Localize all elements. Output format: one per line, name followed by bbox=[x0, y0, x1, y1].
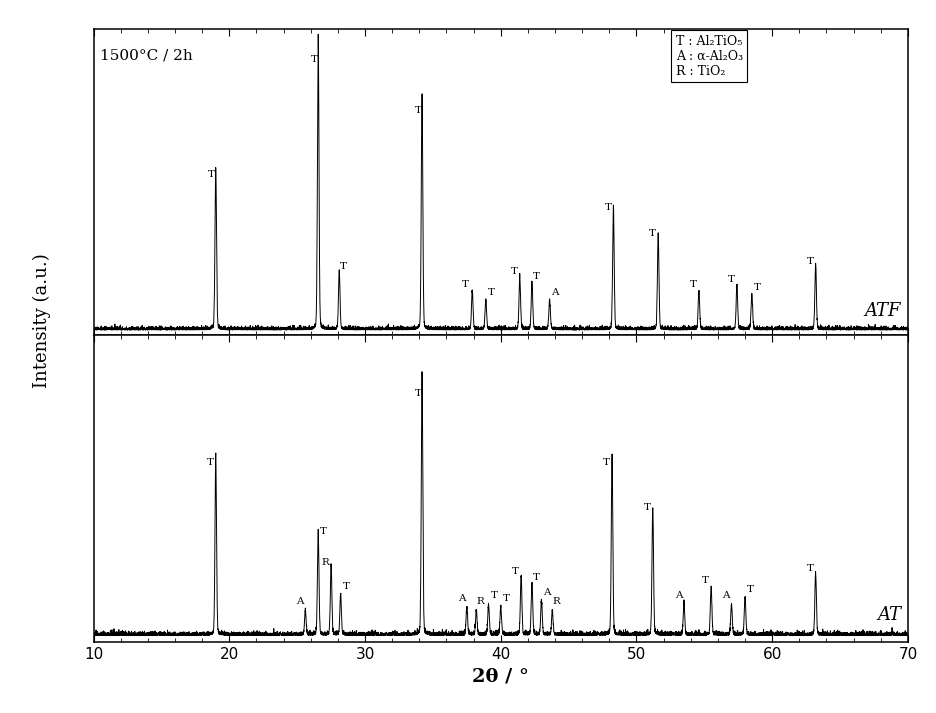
Text: A: A bbox=[543, 588, 550, 597]
Text: T : Al₂TiO₅
A : α-Al₂O₃
R : TiO₂: T : Al₂TiO₅ A : α-Al₂O₃ R : TiO₂ bbox=[676, 35, 743, 78]
Text: T: T bbox=[340, 262, 347, 271]
Text: T: T bbox=[533, 573, 539, 582]
Text: 1500°C / 2h: 1500°C / 2h bbox=[100, 49, 193, 63]
Text: T: T bbox=[462, 280, 469, 289]
Text: A: A bbox=[551, 288, 559, 297]
Text: A: A bbox=[723, 590, 730, 600]
Text: T: T bbox=[702, 575, 709, 585]
Text: T: T bbox=[533, 272, 539, 282]
Text: T: T bbox=[343, 582, 349, 590]
Text: T: T bbox=[503, 594, 510, 602]
Text: ATF: ATF bbox=[865, 302, 901, 319]
Text: T: T bbox=[415, 389, 421, 399]
Text: T: T bbox=[512, 567, 519, 575]
Text: R: R bbox=[476, 597, 484, 605]
Text: T: T bbox=[208, 170, 215, 179]
Text: T: T bbox=[747, 585, 754, 594]
Text: A: A bbox=[296, 597, 303, 605]
Text: T: T bbox=[207, 458, 213, 467]
Text: A: A bbox=[675, 590, 682, 600]
Text: T: T bbox=[650, 229, 656, 238]
Text: A: A bbox=[458, 594, 465, 602]
Text: T: T bbox=[490, 590, 497, 600]
Text: T: T bbox=[511, 267, 518, 277]
Text: Intensity (a.u.): Intensity (a.u.) bbox=[33, 254, 51, 388]
Text: T: T bbox=[320, 528, 328, 536]
Text: AT: AT bbox=[877, 605, 901, 624]
Text: T: T bbox=[807, 257, 813, 266]
Text: T: T bbox=[644, 503, 651, 513]
Text: R: R bbox=[552, 597, 561, 605]
Text: T: T bbox=[415, 106, 421, 116]
Text: T: T bbox=[753, 282, 761, 292]
Text: T: T bbox=[605, 203, 611, 212]
Text: T: T bbox=[488, 288, 495, 297]
Text: T: T bbox=[311, 56, 317, 64]
Text: T: T bbox=[603, 458, 610, 467]
Text: T: T bbox=[807, 563, 813, 573]
Text: R: R bbox=[322, 558, 329, 567]
Text: T: T bbox=[728, 275, 735, 284]
Text: T: T bbox=[690, 280, 697, 289]
X-axis label: 2θ / °: 2θ / ° bbox=[473, 667, 529, 685]
